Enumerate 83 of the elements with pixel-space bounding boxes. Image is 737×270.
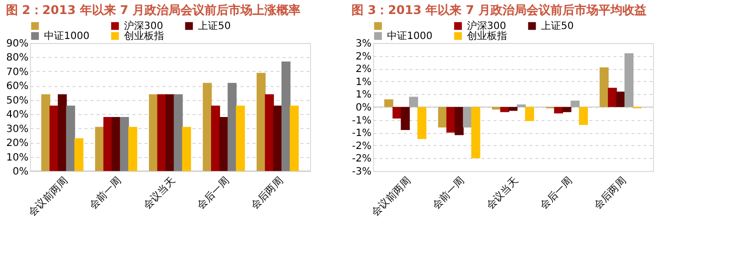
y-tick-label: -3% [352,166,372,178]
bar [608,88,617,107]
bar [41,94,50,171]
y-tick-label: 1% [356,76,372,88]
y-tick-label: 3% [356,38,372,50]
y-tick-label: 0% [356,102,372,114]
legend-label: 上证50 [541,20,574,32]
x-tick-label: 会后两周 [248,174,286,212]
bar [290,106,299,171]
y-tick-label: 2% [356,51,372,62]
bar [174,94,183,171]
y-tick-label: 0% [12,166,28,178]
y-tick-label: -1% [352,115,372,126]
x-tick-label: 会后一周 [194,174,232,212]
legend-label: 沪深300 [467,20,506,32]
chart-title: 图 3：2013 年以来 7 月政治局会议前后市场平均收益 [352,3,646,17]
bar [281,61,290,171]
legend-label: 中证1000 [44,30,90,42]
bar [50,106,59,171]
bar [417,107,426,139]
y-tick-label: -1% [352,128,372,140]
x-tick-label: 会议当天 [141,174,178,212]
bar [562,107,572,112]
legend-label: 上证50 [198,20,231,32]
x-tick-label: 会前一周 [87,174,124,212]
bar [500,107,510,112]
y-tick-label: 20% [6,138,28,150]
x-tick-label: 会议前两周 [26,174,70,219]
bar [554,107,564,114]
bar [264,94,274,171]
bar [600,67,609,107]
bar [471,107,480,158]
legend-label: 中证1000 [387,30,432,42]
bar [120,116,129,171]
y-tick-label: -2% [352,154,372,165]
y-tick-label: 80% [6,52,28,64]
y-tick-label: 10% [6,152,28,164]
y-tick-label: 50% [6,95,28,106]
y-tick-label: 1% [356,90,372,101]
chart-title: 图 2：2013 年以来 7 月政治局会议前后市场上涨概率 [6,3,301,17]
bar [228,82,237,171]
legend-label: 沪深300 [124,20,164,32]
y-tick-label: -2% [352,140,372,152]
bar [516,104,526,107]
bar [58,94,67,171]
bar [400,107,410,130]
y-tick-label: 70% [6,66,28,78]
y-tick-label: 40% [6,110,28,121]
bar [211,106,220,171]
x-tick-label: 会后两周 [592,174,628,212]
bar [166,94,174,171]
y-tick-label: 30% [6,124,28,135]
bar [202,82,212,171]
legend-label: 创业板指 [124,30,164,42]
x-tick-label: 会议前两周 [369,174,414,219]
bar [570,100,580,107]
bar [273,106,282,171]
bar [112,116,121,171]
bar [66,106,76,171]
bar [157,94,166,171]
y-tick-label: 2% [356,64,372,76]
y-tick-label: 60% [6,81,28,92]
bar [578,107,588,125]
bar [409,96,418,107]
bar [128,126,138,171]
bar [256,72,266,171]
x-tick-label: 会前一周 [430,174,467,212]
x-tick-label: 会议当天 [484,174,521,212]
legend-label: 创业板指 [467,30,507,42]
bar [74,138,84,171]
bar [525,107,534,122]
bar [616,92,626,107]
bar [454,107,464,136]
bar [95,126,104,171]
bar [182,126,192,171]
bar [508,107,518,111]
bar [392,107,402,119]
bar [438,107,448,128]
y-tick-label: 90% [6,38,28,50]
bar [384,99,394,107]
bar [624,53,634,107]
x-tick-label: 会后一周 [538,174,575,212]
bar [236,106,245,171]
